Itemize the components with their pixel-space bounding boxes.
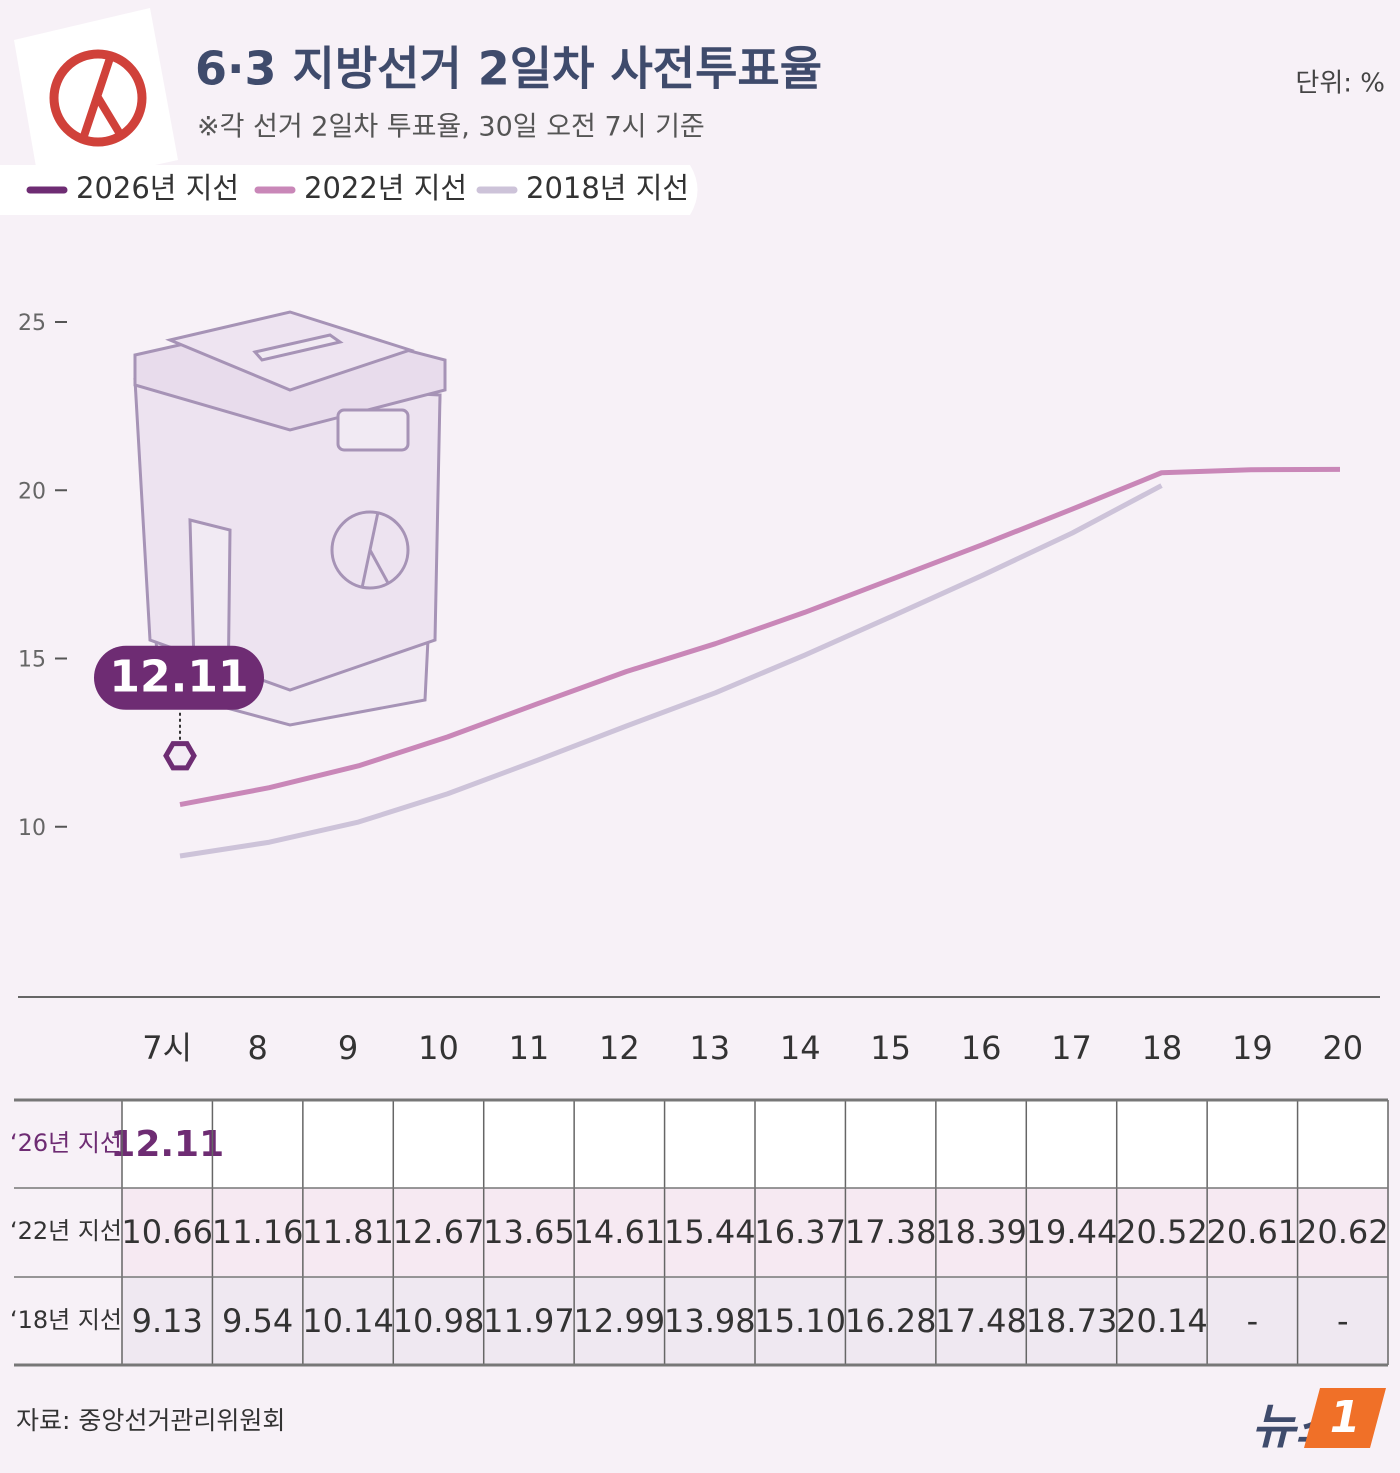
table-cell: 20.52	[1116, 1213, 1208, 1251]
subtitle: ※각 선거 2일차 투표율, 30일 오전 7시 기준	[197, 112, 705, 143]
table-cell: 9.13	[132, 1302, 203, 1340]
legend-band	[0, 165, 698, 215]
table-cell: 18.73	[1026, 1302, 1118, 1340]
x-tick-label: 16	[961, 1029, 1002, 1067]
table-cell: 12.11	[110, 1124, 224, 1165]
table-cell: 20.62	[1297, 1213, 1389, 1251]
table-cell: 13.65	[483, 1213, 575, 1251]
legend-label: 2022년 지선	[304, 171, 467, 205]
table-cell: 11.16	[212, 1213, 304, 1251]
logo-mark: 1	[1330, 1392, 1361, 1443]
x-tick-label: 15	[870, 1029, 911, 1067]
stamp-mark	[80, 56, 124, 138]
table-cell: 15.10	[754, 1302, 846, 1340]
title: 6·3 지방선거 2일차 사전투표율	[195, 42, 822, 96]
legend-label: 2018년 지선	[526, 171, 689, 205]
legend-label: 2026년 지선	[76, 171, 239, 205]
table-cell: -	[1247, 1302, 1259, 1340]
x-tick-label: 7시	[142, 1029, 192, 1067]
row-label: ‘18년 지선	[10, 1306, 122, 1334]
table-cell: 16.37	[754, 1213, 846, 1251]
table-cell: 16.28	[845, 1302, 937, 1340]
source: 자료: 중앙선거관리위원회	[16, 1406, 285, 1435]
x-tick-label: 13	[689, 1029, 730, 1067]
x-tick-label: 9	[338, 1029, 358, 1067]
ballot-box	[133, 310, 447, 727]
x-tick-label: 8	[247, 1029, 267, 1067]
table-cell: 13.98	[664, 1302, 756, 1340]
callout-label: 12.11	[109, 652, 248, 703]
series-line	[179, 466, 1341, 807]
table-cell: 14.61	[574, 1213, 666, 1251]
table-cell: 20.61	[1207, 1213, 1299, 1251]
y-tick-label: 25	[18, 311, 46, 336]
table-cell: 17.38	[845, 1213, 937, 1251]
table-cell: 10.98	[393, 1302, 485, 1340]
table-cell: 9.54	[222, 1302, 293, 1340]
table-cell: 11.97	[483, 1302, 575, 1340]
table-cell: -	[1337, 1302, 1349, 1340]
table-cell: 20.14	[1116, 1302, 1208, 1340]
stamp-icon	[14, 8, 178, 190]
point-marker	[163, 741, 197, 771]
x-tick-label: 18	[1142, 1029, 1183, 1067]
x-tick-label: 19	[1232, 1029, 1273, 1067]
table-cell: 10.66	[121, 1213, 213, 1251]
table-cell: 11.81	[302, 1213, 394, 1251]
x-tick-label: 11	[509, 1029, 550, 1067]
row-label: ‘22년 지선	[10, 1217, 122, 1245]
stamp-circle	[49, 49, 147, 147]
series-line	[179, 483, 1163, 859]
x-tick-label: 10	[418, 1029, 459, 1067]
table-cell: 15.44	[664, 1213, 756, 1251]
callout-bubble	[94, 645, 264, 710]
table-cell: 12.99	[574, 1302, 666, 1340]
table-cell: 17.48	[935, 1302, 1027, 1340]
x-tick-label: 20	[1322, 1029, 1363, 1067]
table-cell: 12.67	[393, 1213, 485, 1251]
table-cell: 10.14	[302, 1302, 394, 1340]
y-tick-label: 15	[18, 648, 46, 673]
x-tick-label: 17	[1051, 1029, 1092, 1067]
x-tick-label: 14	[780, 1029, 821, 1067]
logo-badge	[1304, 1388, 1386, 1448]
table-cell: 19.44	[1026, 1213, 1118, 1251]
y-tick-label: 10	[18, 816, 46, 841]
row-label: ‘26년 지선	[10, 1129, 122, 1157]
x-tick-label: 12	[599, 1029, 640, 1067]
table-cell: 18.39	[935, 1213, 1027, 1251]
y-tick-label: 20	[18, 479, 46, 504]
unit: 단위: %	[1295, 69, 1385, 99]
